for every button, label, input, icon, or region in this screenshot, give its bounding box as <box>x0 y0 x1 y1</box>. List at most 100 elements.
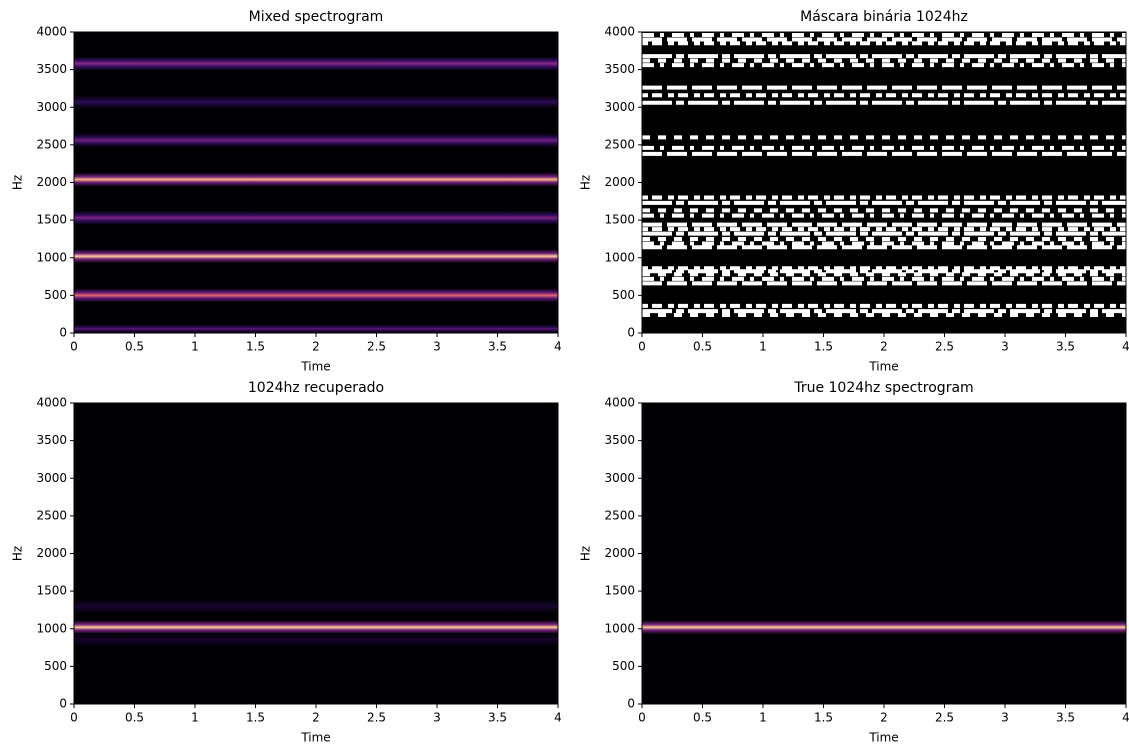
y-tick-label: 1000 <box>604 250 635 264</box>
y-axis-label: Hz <box>579 175 593 190</box>
y-tick-label: 1000 <box>36 621 67 635</box>
y-tick-label: 1500 <box>36 584 67 598</box>
x-tick-label: 3.5 <box>488 711 507 725</box>
plot-background <box>642 403 1126 704</box>
chart-title: 1024hz recuperado <box>248 380 384 396</box>
frequency-band <box>74 172 558 187</box>
x-tick-label: 1 <box>191 340 199 354</box>
y-tick-label: 500 <box>612 288 635 302</box>
x-tick-label: 3.5 <box>1056 711 1075 725</box>
y-tick-label: 3000 <box>36 100 67 114</box>
frequency-band <box>642 620 1126 635</box>
frequency-band <box>74 249 558 264</box>
x-tick-label: 4 <box>554 711 562 725</box>
y-tick-label: 1500 <box>604 213 635 227</box>
y-tick-label: 3000 <box>36 471 67 485</box>
x-tick-label: 2 <box>312 340 320 354</box>
frequency-band <box>74 324 558 333</box>
x-tick-label: 3 <box>1001 711 1009 725</box>
y-tick-label: 1000 <box>604 621 635 635</box>
x-tick-label: 1 <box>191 711 199 725</box>
y-tick-label: 3000 <box>604 100 635 114</box>
y-tick-label: 2500 <box>604 137 635 151</box>
y-tick-label: 500 <box>612 659 635 673</box>
y-tick-label: 2500 <box>604 508 635 522</box>
y-tick-label: 2000 <box>36 546 67 560</box>
x-tick-label: 2.5 <box>367 340 386 354</box>
y-tick-label: 4000 <box>604 25 635 39</box>
x-tick-label: 0.5 <box>125 340 144 354</box>
x-tick-label: 1 <box>759 340 767 354</box>
x-tick-label: 4 <box>1122 340 1129 354</box>
x-tick-label: 3 <box>1001 340 1009 354</box>
frequency-band <box>74 288 558 303</box>
y-tick-label: 500 <box>44 288 67 302</box>
x-tick-label: 1.5 <box>246 340 265 354</box>
y-tick-label: 0 <box>59 697 67 711</box>
x-tick-label: 3 <box>433 340 441 354</box>
x-axis-label: Time <box>868 360 898 374</box>
y-tick-label: 1500 <box>604 584 635 598</box>
x-tick-label: 0 <box>638 340 646 354</box>
frequency-band <box>74 620 558 635</box>
y-axis-label: Hz <box>11 175 25 190</box>
y-tick-label: 1000 <box>36 250 67 264</box>
chart-title: True 1024hz spectrogram <box>793 380 973 396</box>
x-tick-label: 0 <box>70 340 78 354</box>
y-tick-label: 3500 <box>36 433 67 447</box>
frequency-band <box>74 56 558 71</box>
y-axis-label: Hz <box>579 546 593 561</box>
x-tick-label: 0 <box>70 711 78 725</box>
y-tick-label: 1500 <box>36 213 67 227</box>
x-tick-label: 0.5 <box>125 711 144 725</box>
y-tick-label: 2500 <box>36 137 67 151</box>
x-tick-label: 3.5 <box>1056 340 1075 354</box>
frequency-band <box>74 210 558 225</box>
y-tick-label: 2000 <box>604 546 635 560</box>
plot-background <box>642 32 1126 333</box>
y-tick-label: 3500 <box>604 62 635 76</box>
x-tick-label: 4 <box>1122 711 1129 725</box>
y-axis-label: Hz <box>11 546 25 561</box>
x-tick-label: 4 <box>554 340 562 354</box>
x-tick-label: 2.5 <box>935 340 954 354</box>
x-tick-label: 2 <box>880 711 888 725</box>
y-tick-label: 0 <box>627 697 635 711</box>
plot-background <box>74 403 558 704</box>
y-tick-label: 3500 <box>36 62 67 76</box>
x-tick-label: 2 <box>312 711 320 725</box>
y-tick-label: 0 <box>627 326 635 340</box>
x-tick-label: 1.5 <box>814 340 833 354</box>
x-tick-label: 3 <box>433 711 441 725</box>
x-tick-label: 2 <box>880 340 888 354</box>
frequency-band <box>74 633 558 648</box>
y-tick-label: 3000 <box>604 471 635 485</box>
chart-title: Máscara binária 1024hz <box>800 9 968 25</box>
x-axis-label: Time <box>300 360 330 374</box>
x-tick-label: 1 <box>759 711 767 725</box>
chart-title: Mixed spectrogram <box>249 9 384 25</box>
y-tick-label: 500 <box>44 659 67 673</box>
x-tick-label: 1.5 <box>814 711 833 725</box>
x-tick-label: 2.5 <box>367 711 386 725</box>
y-tick-label: 2000 <box>604 175 635 189</box>
frequency-band <box>74 599 558 614</box>
x-tick-label: 2.5 <box>935 711 954 725</box>
x-tick-label: 0 <box>638 711 646 725</box>
x-tick-label: 0.5 <box>693 340 712 354</box>
x-tick-label: 3.5 <box>488 340 507 354</box>
y-tick-label: 0 <box>59 326 67 340</box>
y-tick-label: 4000 <box>604 396 635 410</box>
frequency-band <box>74 94 558 109</box>
x-tick-label: 1.5 <box>246 711 265 725</box>
x-axis-label: Time <box>300 731 330 745</box>
y-tick-label: 4000 <box>36 25 67 39</box>
y-tick-label: 2500 <box>36 508 67 522</box>
x-axis-label: Time <box>868 731 898 745</box>
y-tick-label: 4000 <box>36 396 67 410</box>
x-tick-label: 0.5 <box>693 711 712 725</box>
y-tick-label: 2000 <box>36 175 67 189</box>
frequency-band <box>74 133 558 148</box>
y-tick-label: 3500 <box>604 433 635 447</box>
